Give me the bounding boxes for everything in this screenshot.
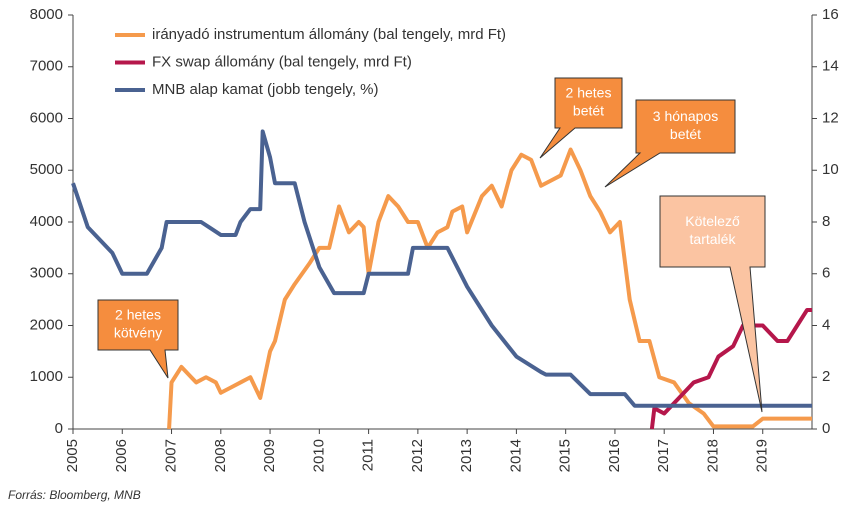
callout: 3 hónapos betét <box>604 99 736 188</box>
callout-text: 2 hetes <box>566 85 612 101</box>
x-tick-label: 2015 <box>557 439 574 472</box>
y-tick-label: 0 <box>55 420 63 437</box>
x-tick-label: 2013 <box>458 439 475 472</box>
x-tick-label: 2005 <box>64 439 81 472</box>
y2-tick-label: 2 <box>822 368 830 385</box>
callout-text: 2 hetes <box>115 307 161 323</box>
y2-tick-label: 0 <box>822 420 830 437</box>
callout-text: kötvény <box>114 325 162 341</box>
x-tick-label: 2016 <box>606 439 623 472</box>
callout-text: betét <box>573 103 604 119</box>
y-tick-label: 8000 <box>30 6 63 23</box>
x-tick-label: 2014 <box>507 439 524 472</box>
y2-tick-label: 16 <box>822 6 839 23</box>
x-tick-label: 2006 <box>113 439 130 472</box>
y-tick-label: 1000 <box>30 368 63 385</box>
y-tick-label: 2000 <box>30 316 63 333</box>
x-tick-label: 2009 <box>261 439 278 472</box>
series-line <box>71 129 812 408</box>
callout-text: tartalék <box>690 231 737 247</box>
callout: 2 hetes kötvény <box>97 299 179 379</box>
y2-tick-label: 4 <box>822 316 830 333</box>
x-tick-label: 2007 <box>163 439 180 472</box>
x-tick-label: 2017 <box>655 439 672 472</box>
y-tick-label: 7000 <box>30 58 63 75</box>
callout: 2 hetes betét <box>539 77 623 159</box>
x-tick-label: 2012 <box>409 439 426 472</box>
x-tick-label: 2018 <box>704 439 721 472</box>
callout-box <box>659 195 766 413</box>
callout-box <box>604 99 736 188</box>
y2-tick-label: 8 <box>822 213 830 230</box>
x-tick-label: 2019 <box>754 439 771 472</box>
legend-label: MNB alap kamat (jobb tengely, %) <box>152 81 379 98</box>
y2-tick-label: 14 <box>822 58 839 75</box>
callout-text: betét <box>670 126 701 142</box>
source-note: Forrás: Bloomberg, MNB <box>8 488 141 502</box>
callout-text: 3 hónapos <box>653 108 718 124</box>
series-line <box>649 307 812 430</box>
y-tick-label: 5000 <box>30 161 63 178</box>
y2-tick-label: 10 <box>822 161 839 178</box>
legend-label: irányadó instrumentum állomány (bal teng… <box>152 26 506 43</box>
x-tick-label: 2011 <box>360 439 377 471</box>
x-tick-label: 2010 <box>310 439 327 472</box>
callout: Kötelező tartalék <box>659 195 766 413</box>
y-tick-label: 3000 <box>30 265 63 282</box>
y-tick-label: 4000 <box>30 213 63 230</box>
callout-box <box>97 299 179 379</box>
series-line <box>167 147 812 430</box>
y2-tick-label: 6 <box>822 265 830 282</box>
legend-label: FX swap állomány (bal tengely, mrd Ft) <box>152 53 412 70</box>
callout-box <box>539 77 623 159</box>
x-tick-label: 2008 <box>212 439 229 472</box>
callout-text: Kötelező <box>685 213 740 229</box>
y-tick-label: 6000 <box>30 109 63 126</box>
y2-tick-label: 12 <box>822 109 839 126</box>
